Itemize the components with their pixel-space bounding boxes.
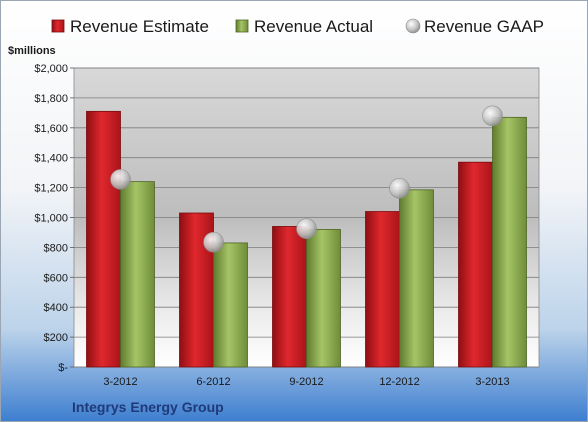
y-tick-label: $200 [44, 332, 68, 344]
legend-swatch-revenue-estimate [51, 19, 65, 33]
legend-label: Revenue Estimate [70, 17, 209, 36]
legend-swatch-revenue-actual [235, 19, 249, 33]
bar-revenue-actual [399, 189, 434, 368]
x-tick-label: 9-2012 [289, 376, 323, 388]
legend-label: Revenue GAAP [424, 17, 544, 36]
y-tick-label: $1,600 [34, 123, 68, 135]
bars [86, 110, 527, 368]
marker-revenue-gaap [296, 218, 317, 240]
y-tick-label: $800 [44, 242, 68, 254]
gaap-markers [110, 105, 503, 253]
y-tick-label: $1,400 [34, 153, 68, 165]
y-axis-unit-label: $millions [8, 45, 56, 57]
y-tick-label: $400 [44, 302, 68, 314]
bar-revenue-actual [120, 181, 155, 368]
bar-revenue-actual [213, 242, 248, 368]
y-tick-label: $1,000 [34, 213, 68, 225]
bar-revenue-estimate [365, 211, 400, 368]
x-axis-tick-labels: 3-2012 6-2012 9-2012 12-2012 3-2013 [103, 376, 509, 388]
bar-revenue-estimate [458, 161, 493, 368]
x-tick-label: 6-2012 [196, 376, 230, 388]
y-tick-label: $2,000 [34, 63, 68, 75]
marker-revenue-gaap [110, 169, 131, 190]
y-tick-label: $- [58, 362, 68, 374]
marker-revenue-gaap [389, 178, 410, 199]
bar-revenue-estimate [272, 226, 307, 368]
x-tick-label: 12-2012 [379, 376, 419, 388]
marker-revenue-gaap [482, 105, 503, 127]
y-tick-label: $1,200 [34, 183, 68, 195]
legend: Revenue Estimate Revenue Actual Revenue GA… [51, 17, 544, 36]
bar-revenue-actual [492, 116, 527, 368]
x-tick-label: 3-2012 [103, 376, 137, 388]
bar-revenue-actual [306, 229, 341, 368]
y-tick-label: $1,800 [34, 93, 68, 105]
x-tick-label: 3-2013 [475, 376, 509, 388]
marker-revenue-gaap [203, 231, 224, 253]
company-name: Integrys Energy Group [72, 399, 224, 415]
bar-revenue-estimate [86, 110, 121, 368]
legend-swatch-revenue-gaap [405, 18, 421, 34]
y-axis-tick-labels: $- $200 $400 $600 $800 $1,000 $1,200 $1,400 $1,6… [34, 63, 68, 374]
y-tick-label: $600 [44, 272, 68, 284]
legend-label: Revenue Actual [254, 17, 373, 36]
